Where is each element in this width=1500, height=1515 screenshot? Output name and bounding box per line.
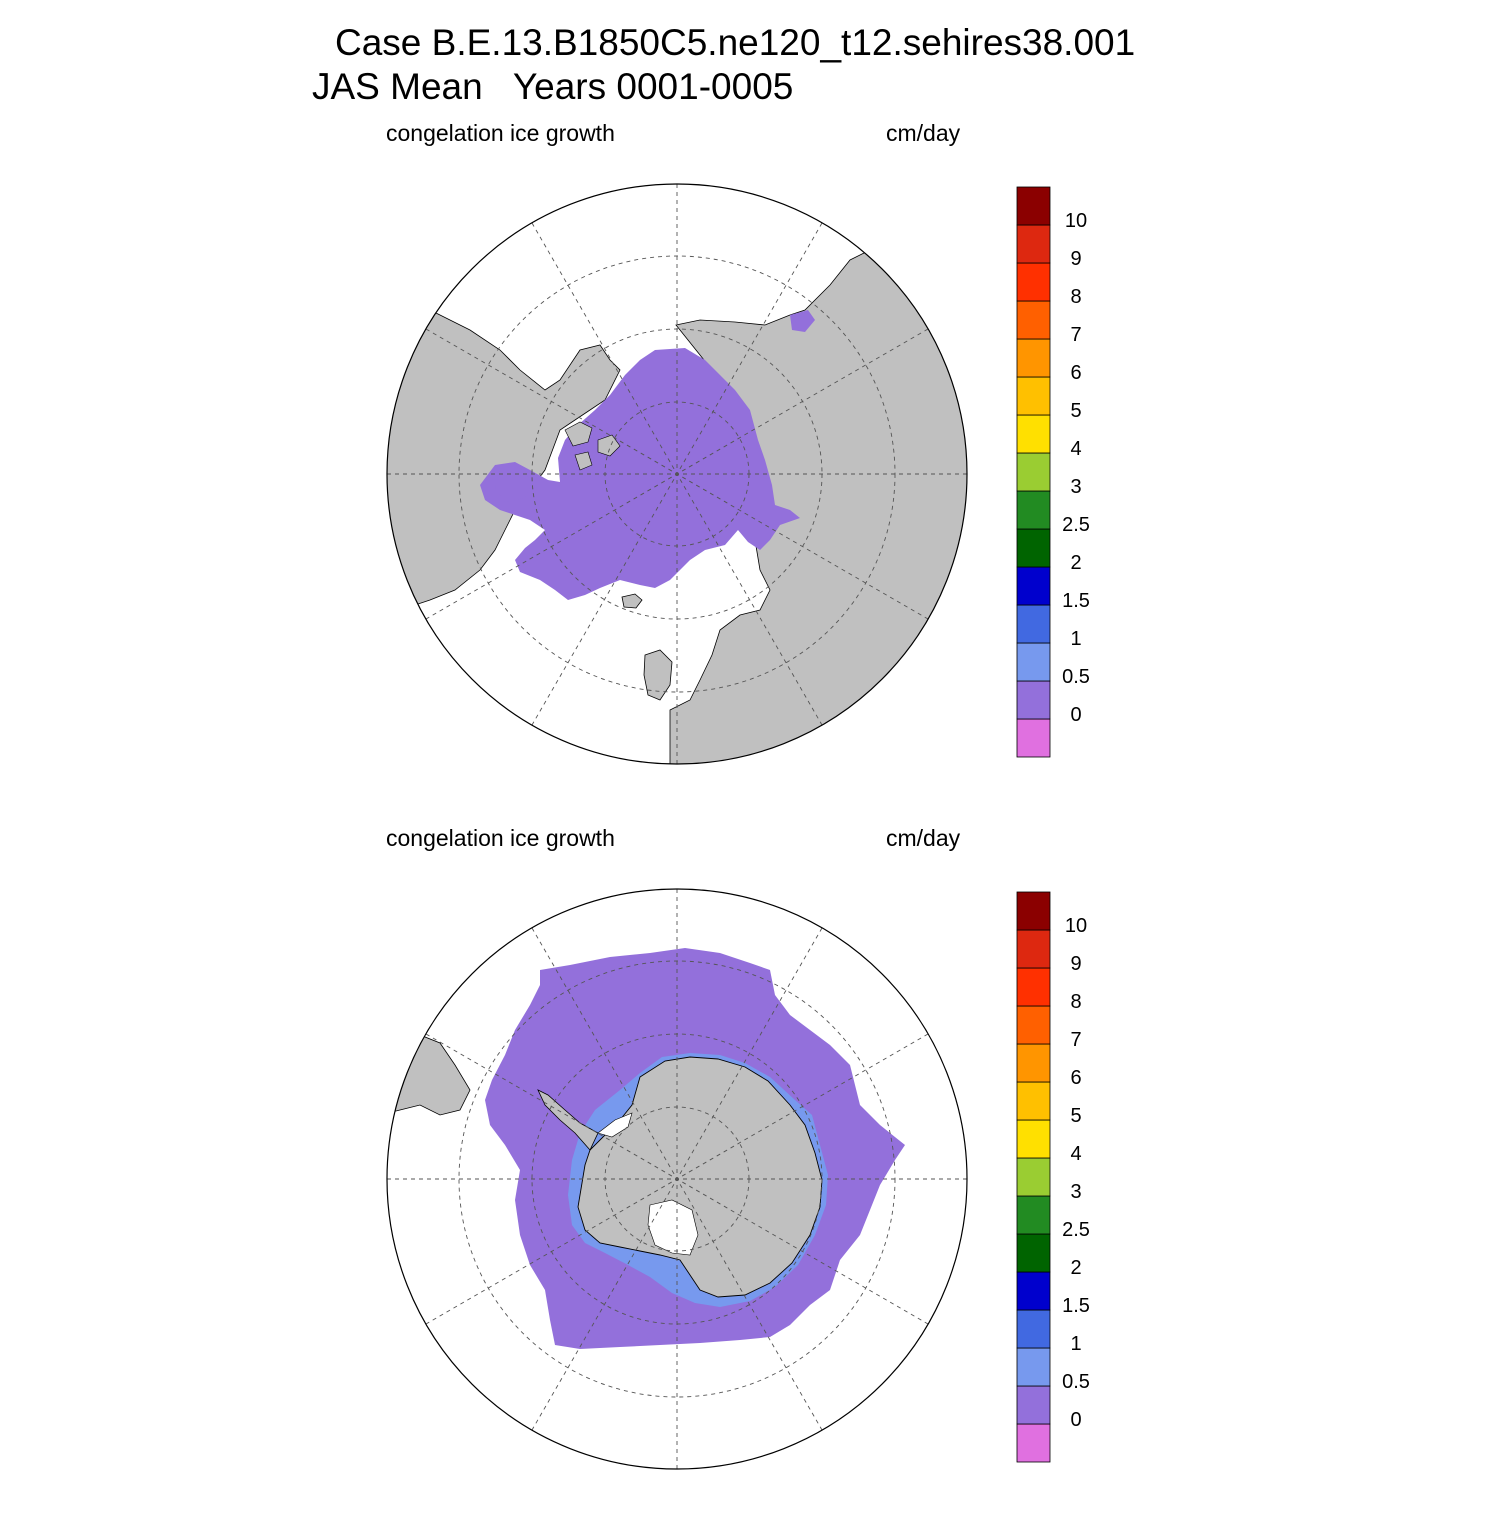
north-colorbar-label: 8 <box>1070 286 1081 308</box>
south-colorbar-label: 0.5 <box>1062 1371 1090 1393</box>
north-colorbar-label: 9 <box>1070 248 1081 270</box>
south-colorbar-box <box>1016 1423 1051 1463</box>
south-graticule <box>387 889 967 1469</box>
north-colorbar-box <box>1016 338 1051 378</box>
north-land-north-america <box>387 279 621 611</box>
south-colorbar-box <box>1016 1233 1051 1273</box>
south-ice-shelf-weddell <box>597 1112 633 1138</box>
north-colorbar-label: 1.5 <box>1062 590 1090 612</box>
south-colorbar-label: 6 <box>1070 1067 1081 1089</box>
north-colorbar-box <box>1016 224 1051 264</box>
north-hudson-bay <box>495 468 532 502</box>
north-colorbar-box <box>1016 414 1051 454</box>
north-colorbar-label: 0 <box>1070 704 1081 726</box>
south-colorbar-label: 2 <box>1070 1257 1081 1279</box>
north-colorbar-box <box>1016 642 1051 682</box>
north-colorbar-box <box>1016 262 1051 302</box>
south-polar-map <box>386 888 968 1470</box>
north-colorbar-box <box>1016 452 1051 492</box>
north-colorbar-box <box>1016 376 1051 416</box>
south-colorbar-box <box>1016 1119 1051 1159</box>
south-colorbar-box <box>1016 1081 1051 1121</box>
north-colorbar-label: 6 <box>1070 362 1081 384</box>
north-colorbar-label: 10 <box>1065 210 1087 232</box>
north-colorbar-box <box>1016 604 1051 644</box>
north-polar-map <box>386 183 968 765</box>
north-panel: congelation ice growth cm/day <box>0 110 1500 810</box>
plot-title-line-1: Case B.E.13.B1850C5.ne120_t12.sehires38.… <box>335 22 1136 63</box>
south-colorbar-box <box>1016 967 1051 1007</box>
south-map-border <box>386 888 968 1470</box>
south-ice-shelf-ross <box>647 1199 699 1256</box>
south-colorbar-label: 2.5 <box>1062 1219 1090 1241</box>
north-colorbar-label: 1 <box>1070 628 1081 650</box>
north-sea-ice <box>480 348 800 600</box>
south-colorbar-box <box>1016 929 1051 969</box>
south-colorbar-box <box>1016 1195 1051 1235</box>
south-colorbar-box <box>1016 1347 1051 1387</box>
south-colorbar-label: 10 <box>1065 915 1087 937</box>
north-colorbar-label: 7 <box>1070 324 1081 346</box>
south-panel: congelation ice growth cm/day <box>0 815 1500 1515</box>
south-land-antarctica <box>577 1056 823 1298</box>
south-colorbar-box <box>1016 1005 1051 1045</box>
plot-title-line-2: JAS Mean Years 0001-0005 <box>312 66 794 107</box>
south-colorbar-box <box>1016 1385 1051 1425</box>
north-land-iceland <box>621 593 643 609</box>
north-variable-label: congelation ice growth <box>386 120 615 146</box>
north-colorbar-box <box>1016 718 1051 758</box>
north-colorbar: 0 0.5 1 1.5 2 2.5 3 4 5 6 7 8 9 10 <box>1016 186 1090 758</box>
north-colorbar-label: 2 <box>1070 552 1081 574</box>
north-colorbar-box <box>1016 528 1051 568</box>
south-colorbar-label: 4 <box>1070 1143 1081 1165</box>
north-graticule <box>387 184 967 764</box>
south-colorbar-label: 0 <box>1070 1409 1081 1431</box>
south-colorbar-label: 1 <box>1070 1333 1081 1355</box>
north-colorbar-box <box>1016 186 1051 226</box>
north-sea-ice-bering <box>790 310 815 332</box>
north-land-british-isles <box>643 649 673 701</box>
south-colorbar-box <box>1016 1157 1051 1197</box>
north-colorbar-box <box>1016 680 1051 720</box>
south-units-label: cm/day <box>886 825 961 851</box>
north-map-border <box>386 183 968 765</box>
north-land-archipelago <box>564 421 621 471</box>
south-colorbar-label: 3 <box>1070 1181 1081 1203</box>
south-colorbar-label: 9 <box>1070 953 1081 975</box>
north-units-label: cm/day <box>886 120 961 146</box>
south-colorbar-label: 8 <box>1070 991 1081 1013</box>
north-colorbar-box <box>1016 566 1051 606</box>
south-variable-label: congelation ice growth <box>386 825 615 851</box>
south-colorbar: 0 0.5 1 1.5 2 2.5 3 4 5 6 7 8 9 10 <box>1016 891 1090 1463</box>
north-colorbar-label: 4 <box>1070 438 1081 460</box>
north-colorbar-label: 5 <box>1070 400 1081 422</box>
north-colorbar-box <box>1016 300 1051 340</box>
south-colorbar-label: 5 <box>1070 1105 1081 1127</box>
south-land-antarctic-peninsula <box>537 1089 599 1151</box>
north-colorbar-box <box>1016 490 1051 530</box>
south-colorbar-box <box>1016 1271 1051 1311</box>
south-colorbar-label: 1.5 <box>1062 1295 1090 1317</box>
south-colorbar-box <box>1016 1309 1051 1349</box>
south-colorbar-box <box>1016 1043 1051 1083</box>
north-colorbar-label: 3 <box>1070 476 1081 498</box>
south-colorbar-box <box>1016 891 1051 931</box>
north-colorbar-label: 0.5 <box>1062 666 1090 688</box>
north-colorbar-label: 2.5 <box>1062 514 1090 536</box>
south-colorbar-label: 7 <box>1070 1029 1081 1051</box>
